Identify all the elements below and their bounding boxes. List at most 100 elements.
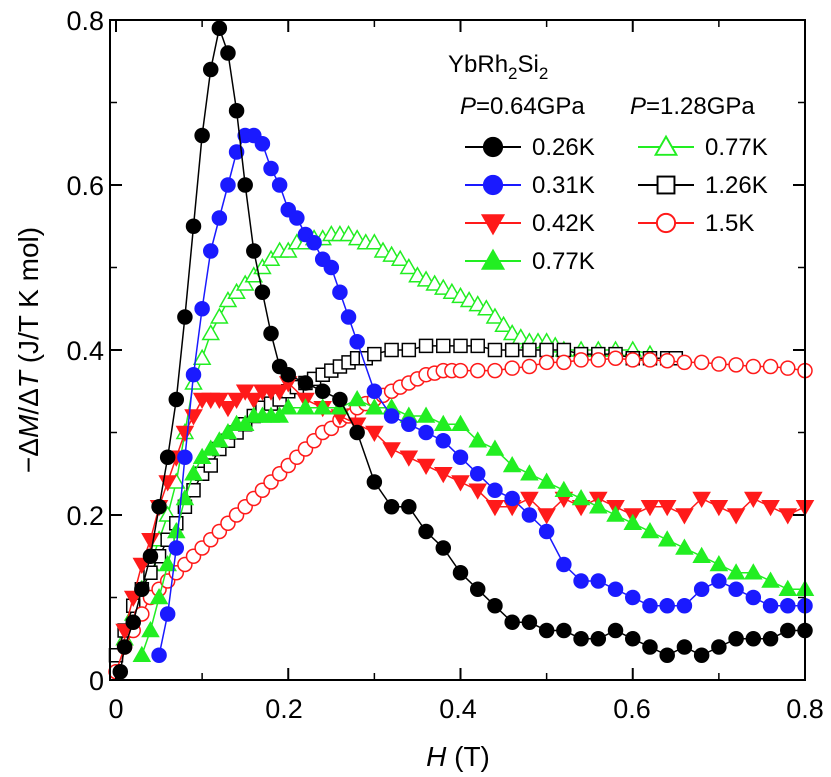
data-point	[573, 631, 589, 647]
data-point	[384, 342, 399, 358]
data-point	[416, 458, 436, 476]
data-point	[339, 224, 358, 242]
data-point	[728, 581, 744, 597]
data-point	[780, 360, 796, 376]
data-point	[192, 348, 212, 365]
data-point	[175, 425, 195, 443]
data-point	[487, 362, 503, 379]
data-point	[692, 546, 711, 563]
data-point	[177, 449, 193, 465]
data-point	[726, 563, 746, 580]
data-point	[323, 259, 340, 276]
data-point	[227, 282, 246, 299]
data-point	[502, 323, 522, 341]
data-point	[254, 284, 271, 300]
data-point	[270, 384, 289, 401]
data-point	[744, 491, 763, 509]
data-point	[166, 521, 186, 539]
data-point	[761, 500, 780, 517]
data-point	[425, 274, 444, 291]
data-point	[383, 408, 400, 424]
legend-marker	[482, 174, 504, 196]
data-point	[452, 565, 469, 581]
data-point	[401, 499, 417, 515]
data-point	[606, 505, 625, 522]
data-point	[246, 243, 262, 259]
data-point	[383, 499, 400, 515]
data-point	[538, 354, 555, 371]
data-point	[762, 631, 779, 647]
y-tick-label: 0.6	[66, 171, 104, 201]
tick-marks	[110, 19, 806, 681]
data-point	[657, 500, 677, 517]
legend-marker	[480, 248, 506, 270]
data-point	[745, 631, 762, 647]
data-point	[625, 352, 641, 368]
legend-label: 0.26K	[532, 134, 595, 161]
data-point	[709, 500, 729, 517]
data-point	[296, 398, 315, 415]
legend-entry	[638, 175, 694, 195]
data-point	[762, 598, 779, 614]
series-0_42K-0_64GPa	[115, 376, 815, 641]
data-point	[228, 103, 245, 119]
data-point	[538, 523, 555, 540]
y-tick-label: 0.8	[66, 6, 104, 36]
data-point	[192, 447, 212, 464]
data-point	[711, 639, 727, 655]
data-point	[218, 290, 238, 308]
data-point	[504, 614, 520, 630]
data-point	[132, 645, 152, 662]
data-point	[556, 622, 572, 639]
data-point	[589, 497, 608, 514]
data-point	[657, 530, 677, 547]
data-point	[418, 424, 434, 441]
data-point	[261, 249, 281, 266]
legend-marker	[653, 134, 679, 156]
data-point	[433, 467, 453, 484]
data-point	[433, 414, 453, 431]
data-point	[470, 338, 485, 354]
data-point	[640, 500, 660, 517]
data-point	[573, 352, 589, 368]
data-point	[125, 614, 141, 630]
data-point	[692, 491, 711, 509]
legend-marker	[480, 214, 506, 236]
data-point	[177, 309, 193, 325]
data-point	[451, 286, 470, 304]
data-point	[235, 384, 255, 401]
data-point	[313, 398, 332, 415]
data-point	[399, 257, 419, 275]
data-point	[218, 422, 238, 440]
data-point	[418, 338, 434, 354]
data-point	[521, 358, 538, 375]
data-point	[382, 442, 401, 459]
legend-entry	[465, 214, 521, 236]
data-point	[278, 241, 298, 258]
data-point	[642, 352, 658, 368]
data-point	[711, 573, 727, 589]
data-point	[201, 323, 221, 341]
x-tick-label: 0.8	[786, 694, 824, 724]
data-point	[571, 488, 591, 506]
data-point	[744, 563, 763, 580]
data-point	[538, 622, 555, 639]
y-axis-title: −ΔM/ΔT (J/T K mol)	[13, 227, 44, 473]
data-point	[485, 439, 505, 456]
data-point	[237, 177, 253, 193]
data-point	[676, 354, 693, 371]
data-point	[210, 307, 229, 324]
data-point	[390, 249, 410, 266]
data-point	[408, 266, 427, 283]
data-point	[676, 639, 693, 655]
legend-pressure-2: P=1.28GPa	[630, 93, 755, 120]
data-point	[194, 301, 210, 317]
data-point	[435, 540, 452, 556]
legend-label: 0.42K	[532, 210, 595, 237]
data-point	[442, 282, 462, 299]
legend-entry	[465, 248, 521, 270]
legend-entry	[465, 174, 521, 196]
data-point	[659, 598, 675, 614]
data-point	[220, 45, 236, 61]
data-point	[399, 450, 419, 467]
